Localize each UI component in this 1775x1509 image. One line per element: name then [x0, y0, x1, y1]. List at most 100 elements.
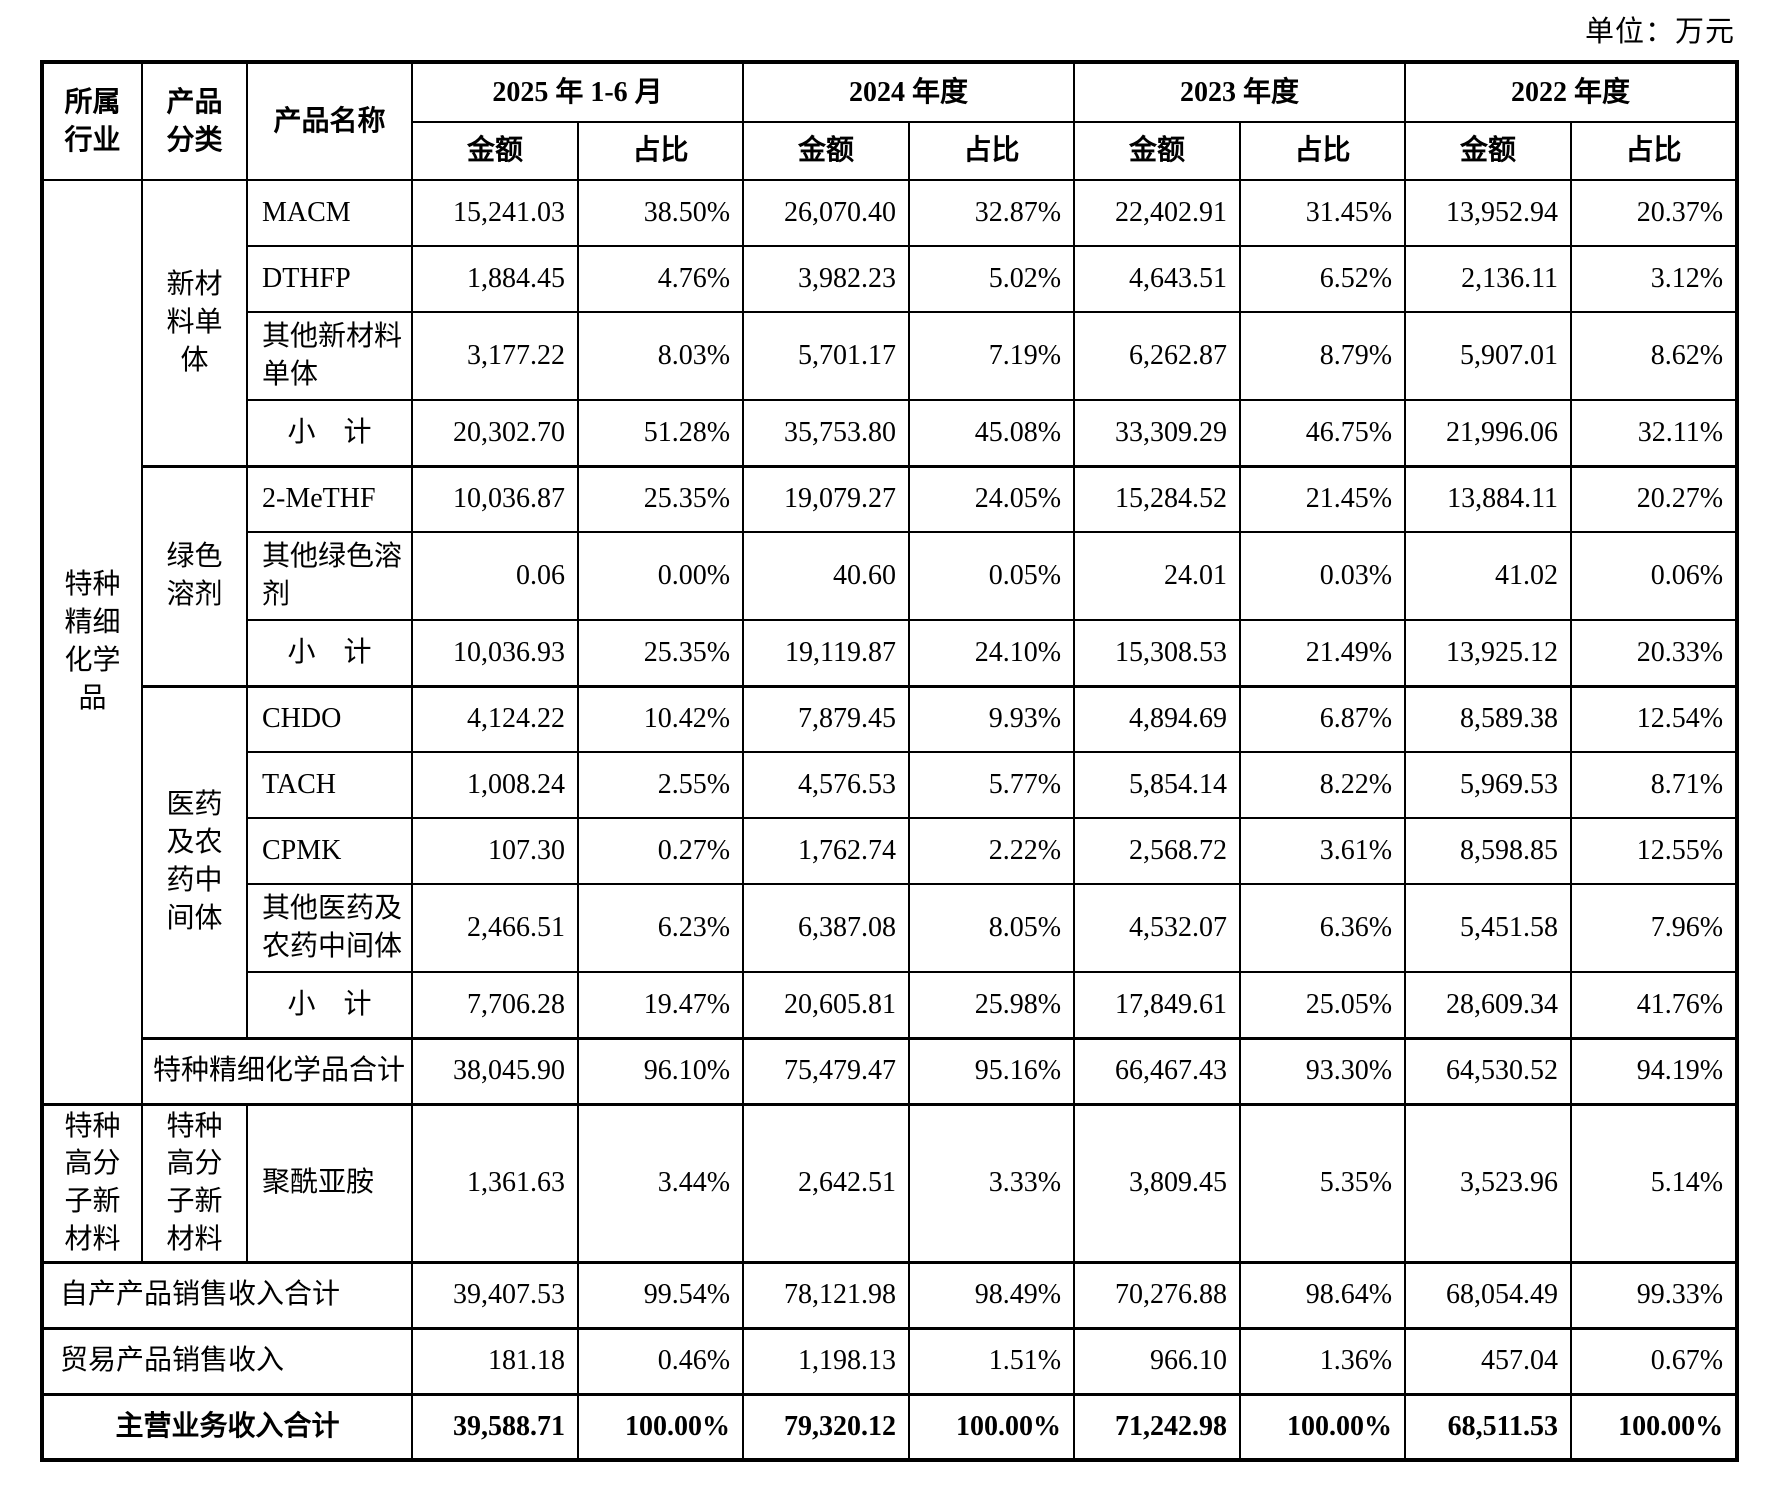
ratio-cell: 0.67%	[1570, 1326, 1739, 1396]
ratio-cell: 25.35%	[576, 464, 745, 533]
header-row-periods: 所属行业 产品分类 产品名称 2025 年 1-6 月 2024 年度 2023…	[41, 61, 1739, 181]
ratio-cell: 6.87%	[1239, 684, 1407, 753]
amount-cell: 13,925.12	[1404, 619, 1573, 687]
header-category: 产品分类	[141, 61, 248, 181]
header-amount-2025: 金额	[411, 121, 579, 181]
ratio-cell: 1.51%	[908, 1326, 1076, 1396]
ratio-cell: 4.76%	[576, 245, 745, 313]
ratio-cell: 8.03%	[576, 311, 745, 401]
ratio-cell: 100.00%	[576, 1392, 745, 1462]
header-ratio-2024: 占比	[908, 121, 1076, 181]
amount-cell: 28,609.34	[1404, 971, 1573, 1039]
amount-cell: 3,177.22	[411, 311, 579, 401]
amount-cell: 181.18	[411, 1326, 579, 1396]
ratio-cell: 96.10%	[576, 1036, 745, 1105]
selfmade-total-label-cell: 自产产品销售收入合计	[41, 1260, 413, 1330]
ratio-cell: 20.33%	[1570, 619, 1739, 687]
amount-cell: 10,036.87	[411, 464, 579, 533]
ratio-cell: 0.06%	[1570, 531, 1739, 621]
ratio-cell: 25.98%	[908, 971, 1076, 1039]
amount-cell: 2,642.51	[742, 1102, 911, 1264]
industry-cell-fine-chemicals: 特种精细化学品	[41, 179, 143, 1105]
amount-cell: 68,054.49	[1404, 1260, 1573, 1330]
ratio-cell: 5.35%	[1239, 1102, 1407, 1264]
product-name-cell: 聚酰亚胺	[246, 1102, 413, 1264]
ratio-cell: 8.62%	[1570, 311, 1739, 401]
ratio-cell: 5.14%	[1570, 1102, 1739, 1264]
ratio-cell: 21.45%	[1239, 464, 1407, 533]
amount-cell: 35,753.80	[742, 399, 911, 467]
amount-cell: 10,036.93	[411, 619, 579, 687]
table-row-trade-revenue: 贸易产品销售收入 181.18 0.46% 1,198.13 1.51% 966…	[41, 1326, 1739, 1396]
category-cell-new-material: 新材料单体	[141, 179, 248, 467]
amount-cell: 7,879.45	[742, 684, 911, 753]
amount-cell: 5,451.58	[1404, 883, 1573, 973]
product-name-cell: 其他医药及农药中间体	[246, 883, 413, 973]
ratio-cell: 3.44%	[576, 1102, 745, 1264]
amount-cell: 15,284.52	[1073, 464, 1242, 533]
amount-cell: 66,467.43	[1073, 1036, 1242, 1105]
table-row-subtotal-new-material: 小 计 20,302.70 51.28% 35,753.80 45.08% 33…	[42, 399, 1739, 467]
amount-cell: 1,198.13	[742, 1326, 911, 1396]
ratio-cell: 24.05%	[908, 464, 1076, 533]
amount-cell: 71,242.98	[1073, 1392, 1242, 1462]
table-row-subtotal-green-solvent: 小 计 10,036.93 25.35% 19,119.87 24.10% 15…	[42, 619, 1739, 687]
amount-cell: 4,576.53	[742, 751, 911, 819]
amount-cell: 2,136.11	[1404, 245, 1573, 313]
amount-cell: 2,466.51	[411, 883, 579, 973]
amount-cell: 40.60	[742, 531, 911, 621]
ratio-cell: 93.30%	[1239, 1036, 1407, 1105]
subtotal-label-cell: 小 计	[246, 619, 413, 687]
ratio-cell: 0.27%	[576, 817, 745, 885]
ratio-cell: 32.87%	[908, 179, 1076, 247]
amount-cell: 19,119.87	[742, 619, 911, 687]
ratio-cell: 32.11%	[1570, 399, 1739, 467]
ratio-cell: 3.12%	[1570, 245, 1739, 313]
amount-cell: 68,511.53	[1404, 1392, 1573, 1462]
amount-cell: 5,854.14	[1073, 751, 1242, 819]
product-name-cell: CPMK	[246, 817, 413, 885]
header-period-2025: 2025 年 1-6 月	[410, 61, 745, 123]
ratio-cell: 5.77%	[908, 751, 1076, 819]
table-row-subtotal-pharma: 小 计 7,706.28 19.47% 20,605.81 25.98% 17,…	[42, 971, 1739, 1039]
amount-cell: 457.04	[1404, 1326, 1573, 1396]
table-row-other-green-solvent: 其他绿色溶剂 0.06 0.00% 40.60 0.05% 24.01 0.03…	[42, 531, 1739, 621]
header-amount-2023: 金额	[1073, 121, 1242, 181]
amount-cell: 3,523.96	[1404, 1102, 1573, 1264]
amount-cell: 26,070.40	[742, 179, 911, 247]
ratio-cell: 6.23%	[576, 883, 745, 973]
amount-cell: 2,568.72	[1073, 817, 1242, 885]
table-row-polyimide: 特种高分子新材料 特种高分子新材料 聚酰亚胺 1,361.63 3.44% 2,…	[41, 1102, 1739, 1264]
amount-cell: 39,588.71	[411, 1392, 579, 1462]
ratio-cell: 98.49%	[908, 1260, 1076, 1330]
ratio-cell: 46.75%	[1239, 399, 1407, 467]
amount-cell: 13,884.11	[1404, 464, 1573, 533]
amount-cell: 64,530.52	[1404, 1036, 1573, 1105]
amount-cell: 4,532.07	[1073, 883, 1242, 973]
header-ratio-2025: 占比	[576, 121, 745, 181]
amount-cell: 39,407.53	[411, 1260, 579, 1330]
amount-cell: 75,479.47	[742, 1036, 911, 1105]
header-period-2024: 2024 年度	[742, 61, 1076, 123]
amount-cell: 13,952.94	[1404, 179, 1573, 247]
amount-cell: 79,320.12	[742, 1392, 911, 1462]
ratio-cell: 20.37%	[1570, 179, 1739, 247]
amount-cell: 15,241.03	[411, 179, 579, 247]
header-ratio-2023: 占比	[1239, 121, 1407, 181]
ratio-cell: 7.96%	[1570, 883, 1739, 973]
ratio-cell: 20.27%	[1570, 464, 1739, 533]
amount-cell: 21,996.06	[1404, 399, 1573, 467]
ratio-cell: 5.02%	[908, 245, 1076, 313]
amount-cell: 4,894.69	[1073, 684, 1242, 753]
ratio-cell: 24.10%	[908, 619, 1076, 687]
trade-revenue-label-cell: 贸易产品销售收入	[41, 1326, 413, 1396]
ratio-cell: 100.00%	[908, 1392, 1076, 1462]
header-industry: 所属行业	[41, 61, 143, 181]
industry-cell-polymer: 特种高分子新材料	[41, 1102, 143, 1264]
ratio-cell: 19.47%	[576, 971, 745, 1039]
ratio-cell: 99.54%	[576, 1260, 745, 1330]
amount-cell: 0.06	[411, 531, 579, 621]
ratio-cell: 8.79%	[1239, 311, 1407, 401]
ratio-cell: 94.19%	[1570, 1036, 1739, 1105]
table-row-cpmk: CPMK 107.30 0.27% 1,762.74 2.22% 2,568.7…	[42, 817, 1739, 885]
